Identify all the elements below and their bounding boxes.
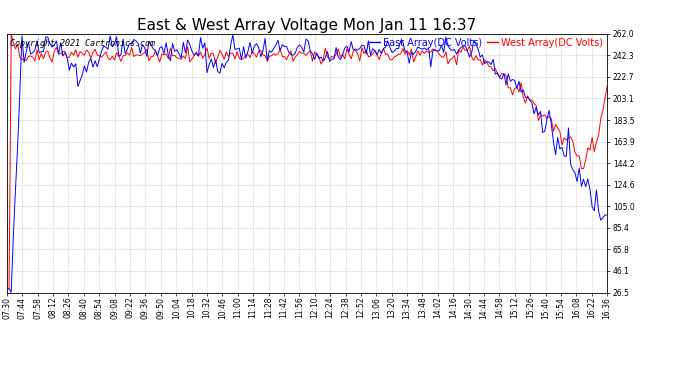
Title: East & West Array Voltage Mon Jan 11 16:37: East & West Array Voltage Mon Jan 11 16:… [137, 18, 477, 33]
Text: Copyright 2021 Cartronics.com: Copyright 2021 Cartronics.com [10, 39, 155, 48]
Legend: East Array(DC Volts), West Array(DC Volts): East Array(DC Volts), West Array(DC Volt… [364, 34, 607, 51]
